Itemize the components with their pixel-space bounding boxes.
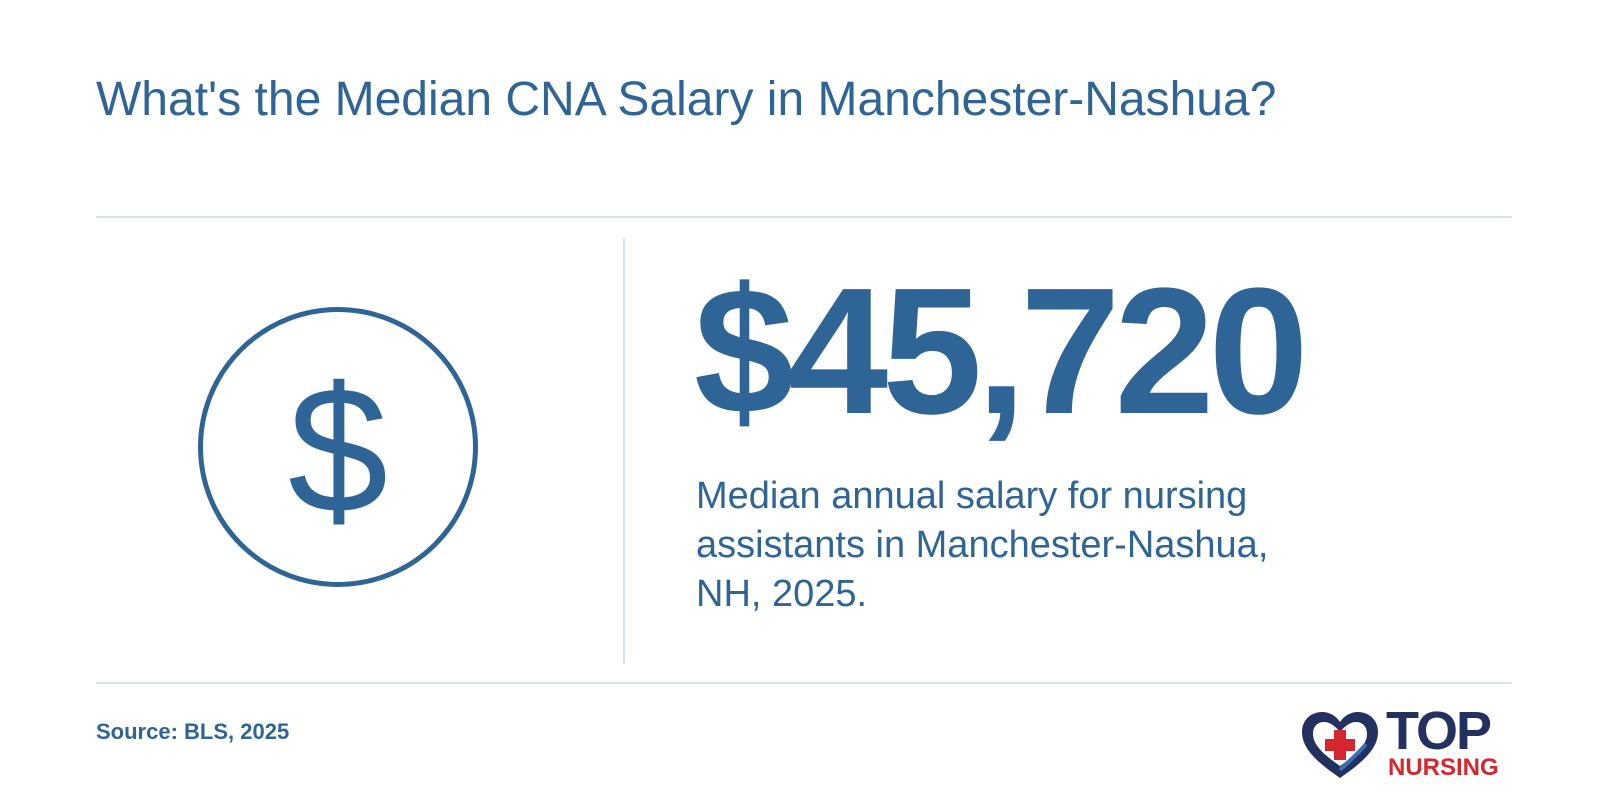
bottom-divider (96, 682, 1512, 684)
svg-text:$: $ (288, 350, 388, 551)
salary-description: Median annual salary for nursing assista… (696, 475, 1269, 615)
vertical-divider (623, 238, 625, 664)
source-note: Source: BLS, 2025 (96, 719, 290, 744)
logo-nursing-text: NURSING (1388, 754, 1499, 781)
heart-cross-icon (1302, 712, 1378, 778)
dollar-sign-glyph: $ (288, 350, 388, 551)
page-title: What's the Median CNA Salary in Manchest… (96, 73, 1277, 126)
top-divider (96, 216, 1512, 218)
logo-top-text: TOP (1386, 701, 1492, 761)
salary-value: $45,720 (694, 251, 1309, 452)
top-nursing-logo[interactable]: TOP NURSING (1300, 704, 1512, 781)
dollar-circle-icon: $ (198, 307, 478, 587)
